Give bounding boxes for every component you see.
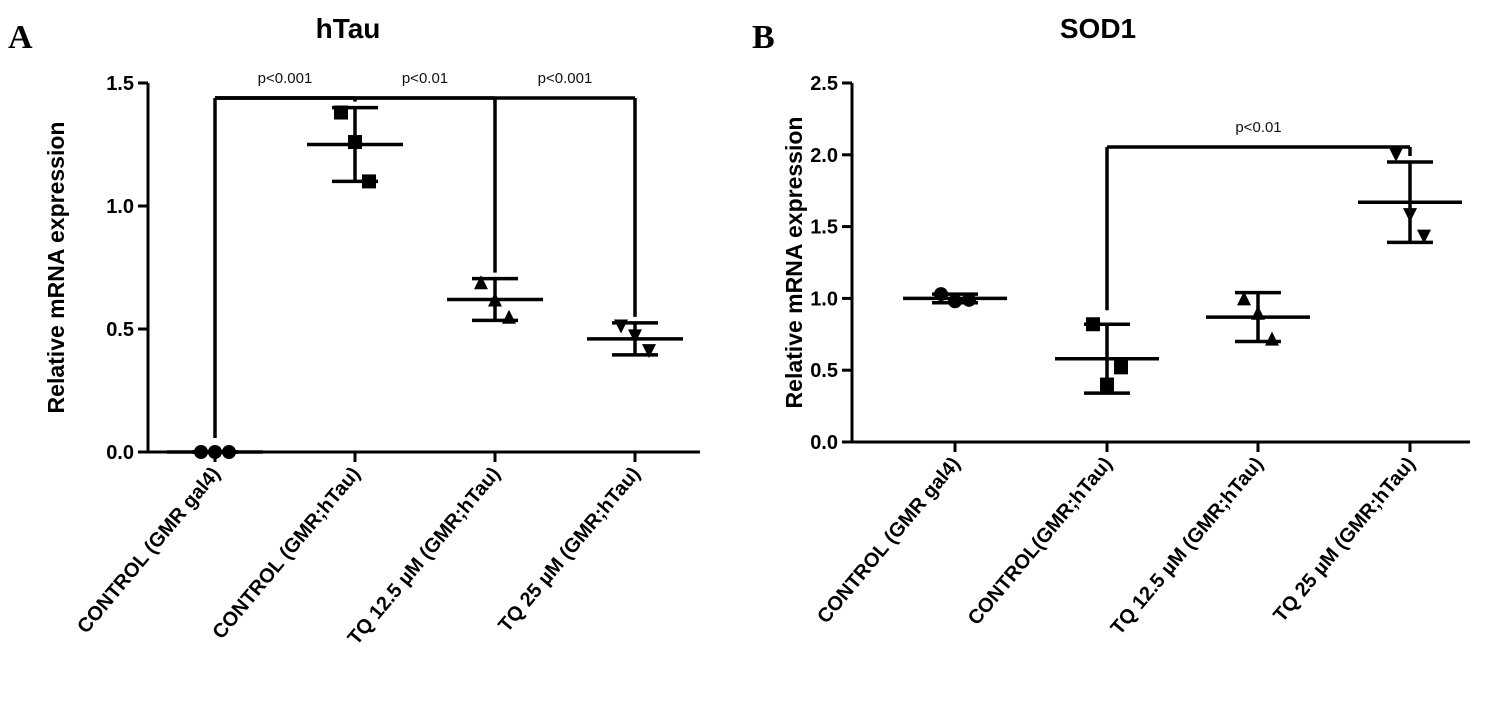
data-point-b bbox=[934, 287, 948, 302]
x-tick-label-b: TQ 25 µM (GMR;hTau) bbox=[1269, 453, 1419, 626]
data-point-b bbox=[948, 294, 962, 309]
data-point-a bbox=[222, 445, 236, 459]
y-tick-label-b: 0.0 bbox=[810, 432, 838, 454]
data-point-a bbox=[488, 292, 502, 307]
x-tick-label-b: TQ 12.5 µM (GMR;hTau) bbox=[1107, 453, 1268, 639]
y-tick-label-a: 0.0 bbox=[106, 442, 134, 464]
p-value-label-a: p<0.001 bbox=[538, 70, 593, 87]
y-tick-label-b: 1.0 bbox=[810, 288, 838, 310]
y-axis-label-b: Relative mRNA expression bbox=[781, 117, 807, 409]
data-point-a bbox=[628, 329, 642, 344]
data-point-b bbox=[1389, 147, 1403, 162]
y-tick-label-a: 0.5 bbox=[106, 319, 134, 341]
data-point-b bbox=[1100, 377, 1114, 392]
y-tick-label-a: 1.0 bbox=[106, 196, 134, 218]
data-point-b bbox=[1403, 208, 1417, 223]
x-tick-label-a: TQ 25 µM (GMR;hTau) bbox=[494, 463, 644, 636]
x-tick-label-a: CONTROL (GMR gal4) bbox=[73, 463, 225, 638]
p-value-label-a: p<0.01 bbox=[402, 70, 448, 87]
y-tick-label-b: 0.5 bbox=[810, 360, 838, 382]
panel-letter-b: B bbox=[752, 19, 775, 56]
data-point-b bbox=[1114, 360, 1128, 375]
x-tick-label-a: TQ 12.5 µM (GMR;hTau) bbox=[344, 463, 505, 649]
chart-title-a: hTau bbox=[316, 13, 381, 44]
data-point-a bbox=[614, 319, 628, 334]
x-tick-label-b: CONTROL (GMR gal4) bbox=[813, 453, 965, 628]
panel-letter-a: A bbox=[8, 19, 33, 56]
data-point-a bbox=[348, 135, 362, 150]
x-tick-label-a: CONTROL (GMR;hTau) bbox=[208, 463, 364, 643]
x-tick-label-b: CONTROL(GMR;hTau) bbox=[964, 453, 1117, 629]
data-point-b bbox=[1251, 305, 1265, 320]
y-tick-label-b: 1.5 bbox=[810, 217, 838, 239]
data-point-b bbox=[1086, 317, 1100, 332]
y-tick-label-a: 1.5 bbox=[106, 73, 134, 95]
chart-title-b: SOD1 bbox=[1060, 13, 1136, 44]
data-point-a bbox=[362, 174, 376, 189]
data-point-a bbox=[502, 309, 516, 324]
data-point-a bbox=[194, 445, 208, 459]
y-tick-label-b: 2.0 bbox=[810, 145, 838, 167]
data-point-b bbox=[1237, 291, 1251, 306]
data-point-b bbox=[1265, 331, 1279, 346]
data-point-b bbox=[1417, 229, 1431, 244]
data-point-b bbox=[962, 292, 976, 307]
y-tick-label-b: 2.5 bbox=[810, 73, 838, 95]
p-value-label-a: p<0.001 bbox=[258, 70, 313, 87]
data-point-a bbox=[208, 445, 222, 459]
data-point-a bbox=[334, 105, 348, 120]
p-value-label-b: p<0.01 bbox=[1235, 119, 1281, 136]
y-axis-label-a: Relative mRNA expression bbox=[43, 122, 69, 414]
data-point-a bbox=[474, 275, 488, 290]
data-point-a bbox=[642, 344, 656, 359]
